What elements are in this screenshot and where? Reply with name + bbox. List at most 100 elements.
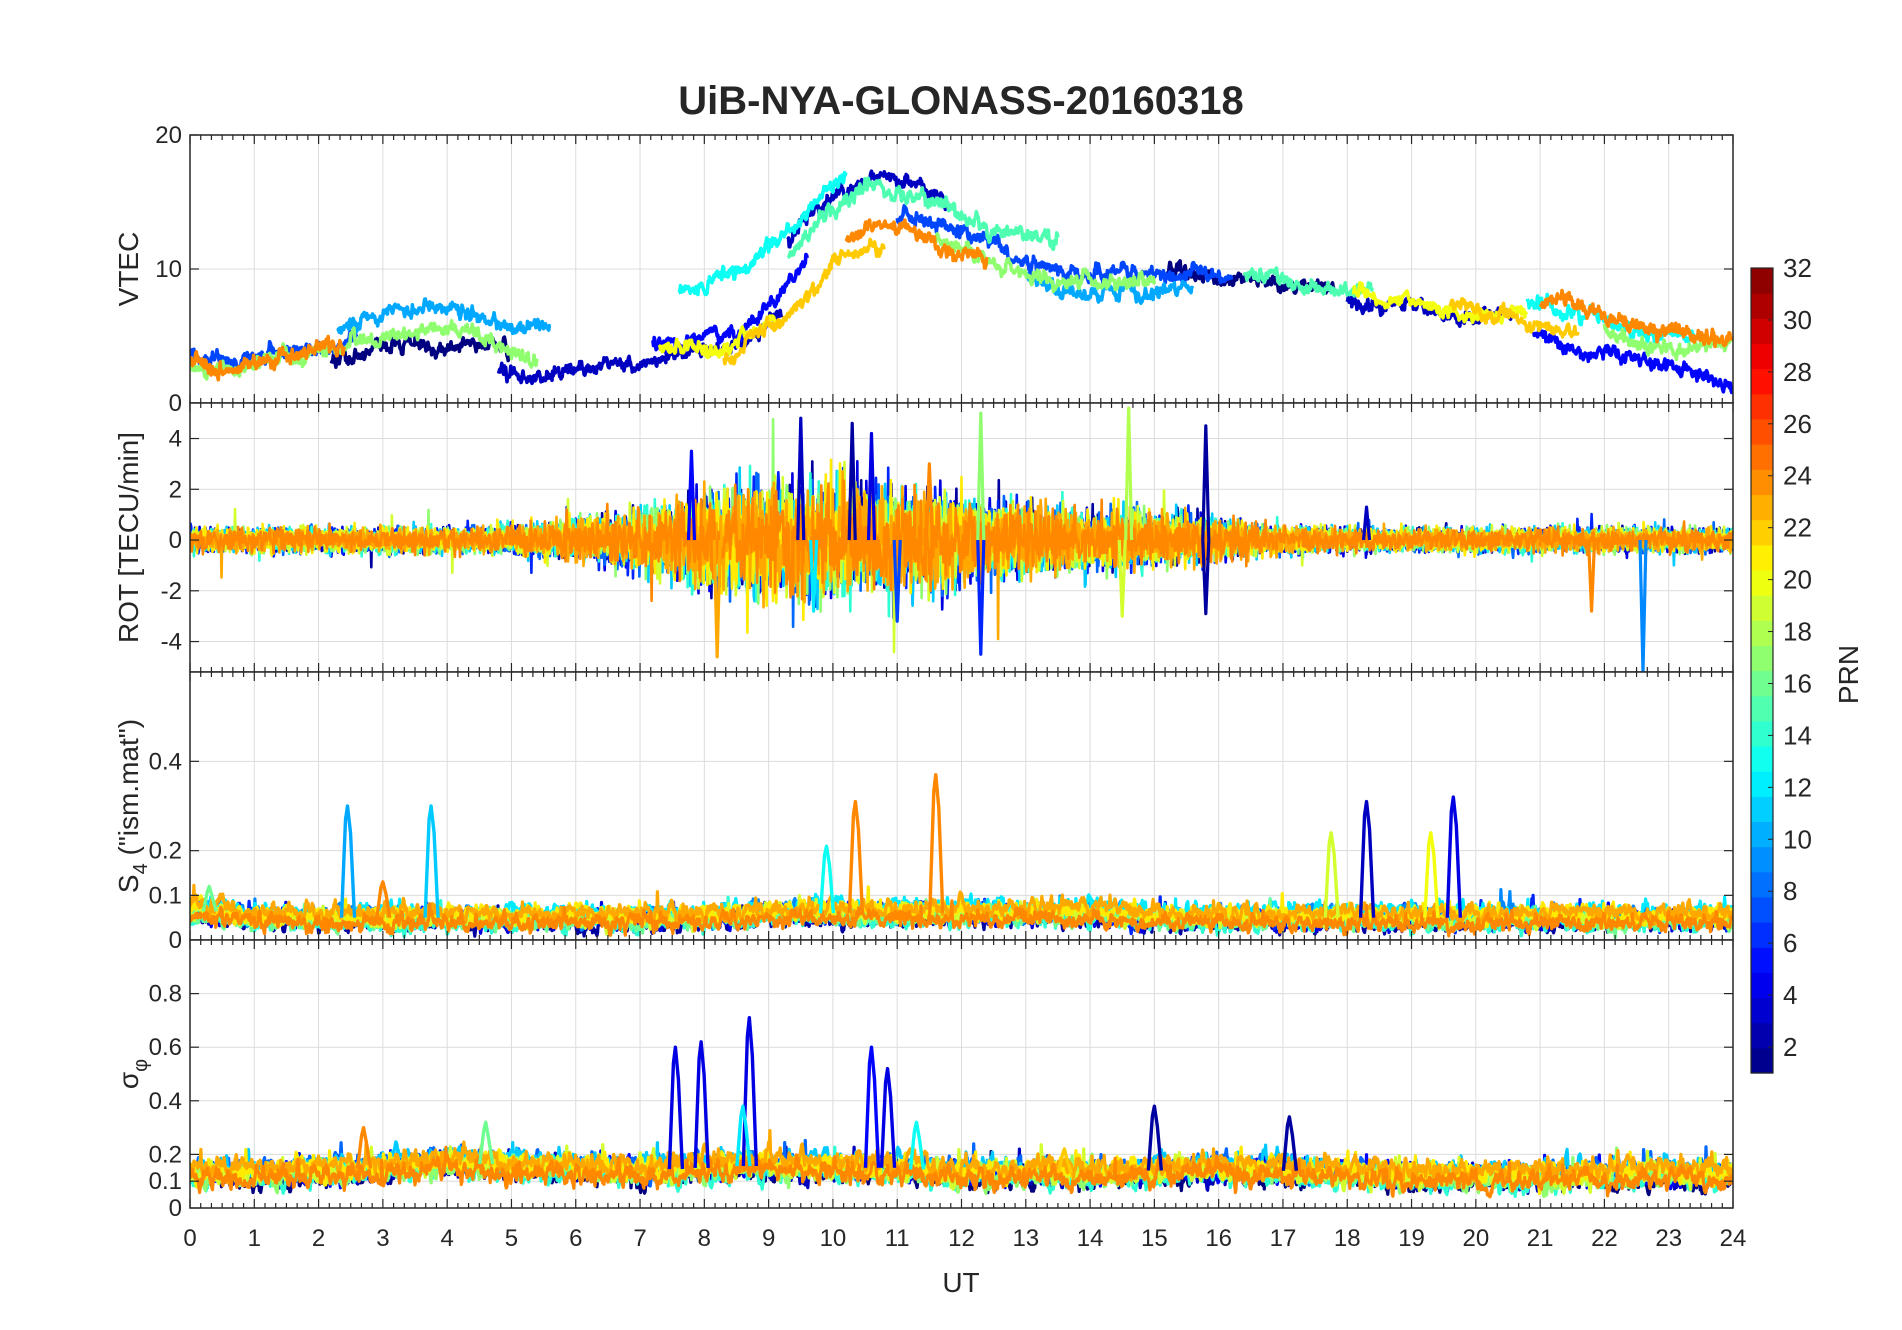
y-tick-label: 0.2 <box>149 838 182 865</box>
panel-3: 00.10.20.4S4 ("ism.mat") <box>113 671 1734 954</box>
y-tick-label: 0 <box>169 527 182 554</box>
sigma-phi-peak-prn-4 <box>879 1066 897 1168</box>
y-tick-label: 0.6 <box>149 1034 182 1061</box>
rot-spike-prn-12 <box>809 539 819 613</box>
y-label-subscript: 4 <box>130 863 152 874</box>
colorbar-swatch <box>1751 293 1773 319</box>
y-tick-label: 0.4 <box>149 748 182 775</box>
s4-peak-prn-10 <box>339 804 357 918</box>
colorbar-swatch <box>1751 393 1773 420</box>
s4-series-prn-24 <box>190 899 1733 938</box>
x-tick-label: 2 <box>312 1225 325 1252</box>
vtec-series-prn-22 <box>721 237 886 366</box>
colorbar-swatch <box>1751 720 1773 747</box>
colorbar-tick-label: 8 <box>1783 876 1797 906</box>
colorbar-swatch <box>1751 595 1773 621</box>
s4-peak-prn-13 <box>818 844 836 914</box>
x-tick-label: 10 <box>820 1225 847 1252</box>
x-tick-label: 8 <box>698 1225 711 1252</box>
x-tick-label: 14 <box>1077 1225 1104 1252</box>
colorbar-swatch <box>1751 368 1773 395</box>
colorbar-swatch <box>1751 343 1773 370</box>
colorbar-swatch <box>1751 972 1773 999</box>
colorbar-tick-label: 30 <box>1783 305 1812 335</box>
x-tick-label: 5 <box>505 1225 518 1252</box>
sigma-phi-peak-prn-12 <box>735 1104 752 1167</box>
y-tick-label: -4 <box>161 629 182 656</box>
vtec-series-prn-24 <box>844 218 989 270</box>
x-tick-label: 23 <box>1655 1225 1682 1252</box>
s4-peak-prn-20 <box>1423 831 1440 918</box>
rot-spike-prn-2 <box>1201 539 1211 616</box>
colorbar-swatch <box>1751 645 1773 672</box>
colorbar-swatch <box>1751 922 1773 948</box>
rot-spike-prn-24 <box>924 462 934 541</box>
colorbar-swatch <box>1751 620 1773 646</box>
y-tick-label: 0.4 <box>149 1088 182 1115</box>
s4-peak-prn-24 <box>375 880 392 918</box>
panel-1-x-ticks <box>189 135 1734 403</box>
sigma-phi-peak-prn-4 <box>667 1045 685 1170</box>
x-tick-label: 4 <box>440 1225 453 1252</box>
sigma-phi-series-prn-24 <box>190 1145 1733 1199</box>
y-tick-label: 4 <box>169 426 182 453</box>
y-label-main: σ <box>113 1072 144 1089</box>
colorbar-swatch <box>1751 418 1773 445</box>
vtec-series-prn-24 <box>190 334 347 382</box>
rot-spike-prn-17 <box>976 411 986 541</box>
colorbar-swatch <box>1751 745 1773 772</box>
vtec-series-prn-24 <box>1538 288 1733 349</box>
x-tick-label: 24 <box>1720 1225 1747 1252</box>
y-tick-label: -2 <box>161 578 182 605</box>
s4-peak-prn-24 <box>847 799 865 914</box>
colorbar-tick-label: 28 <box>1783 357 1812 387</box>
colorbar-swatch <box>1751 519 1773 546</box>
colorbar-tick-label: 18 <box>1783 617 1812 647</box>
colorbar-swatch <box>1751 896 1773 923</box>
y-tick-label: 0.1 <box>149 1168 182 1195</box>
rot-spike-prn-4 <box>866 431 877 541</box>
panel-3-y-label: S4 ("ism.mat") <box>113 719 152 893</box>
s4-peak-prn-11 <box>423 804 440 918</box>
colorbar-swatch <box>1751 997 1773 1024</box>
y-tick-label: 2 <box>169 476 182 503</box>
colorbar-frame <box>1750 267 1774 1074</box>
colorbar-tick-label: 24 <box>1783 461 1812 491</box>
y-label-rest: ("ism.mat") <box>113 719 144 863</box>
colorbar-swatch <box>1751 771 1773 797</box>
vtec-series-prn-5 <box>1531 326 1733 395</box>
panel-3-y-ticks: 0 0.1 0.2 0.4 <box>149 748 1733 954</box>
panel-2-y-label: ROT [TECU/min] <box>113 432 144 643</box>
colorbar-tick-label: 26 <box>1783 409 1812 439</box>
vtec-series-prn-10 <box>336 297 552 336</box>
panel-1: 0 10 20 VTEC <box>113 122 1734 417</box>
panel-1-y-label: VTEC <box>113 232 144 307</box>
x-tick-label: 11 <box>885 1225 910 1252</box>
colorbar-tick-label: 32 <box>1783 253 1812 283</box>
colorbar-swatch <box>1751 544 1773 571</box>
panel-4-x-ticks <box>189 940 1734 1208</box>
panel-1-grid <box>190 135 1733 403</box>
x-tick-label: 3 <box>376 1225 389 1252</box>
vtec-series-prn-7 <box>895 203 1234 286</box>
panel-1-y-ticks: 0 10 20 <box>155 122 1733 417</box>
panel-3-data <box>190 773 1733 940</box>
x-tick-labels: 0 1 2 3 4 5 6 7 8 9 10 11 12 13 14 15 16 17 18 19 20 21 22 23 24 <box>183 1225 1746 1252</box>
panel-2-y-ticks: -4 -2 0 2 4 <box>161 426 1733 656</box>
rot-spike-prn-6 <box>976 539 986 656</box>
panel-2-x-ticks <box>189 403 1734 672</box>
chart-title: UiB-NYA-GLONASS-20160318 <box>678 79 1243 123</box>
sigma-phi-peak-prn-4 <box>693 1040 710 1169</box>
s4-peak-prn-4 <box>1445 795 1463 918</box>
colorbar-swatch <box>1751 494 1773 521</box>
colorbar-tick-label: 20 <box>1783 565 1812 595</box>
y-label-subscript: φ <box>130 1059 152 1072</box>
rot-spike-prn-3 <box>796 416 806 541</box>
sigma-phi-peak-prn-13 <box>908 1120 926 1170</box>
colorbar-swatch <box>1751 871 1773 898</box>
sigma-phi-peak-prn-24 <box>355 1125 373 1169</box>
x-tick-label: 6 <box>569 1225 582 1252</box>
rot-spike-prn-24 <box>1586 539 1597 613</box>
